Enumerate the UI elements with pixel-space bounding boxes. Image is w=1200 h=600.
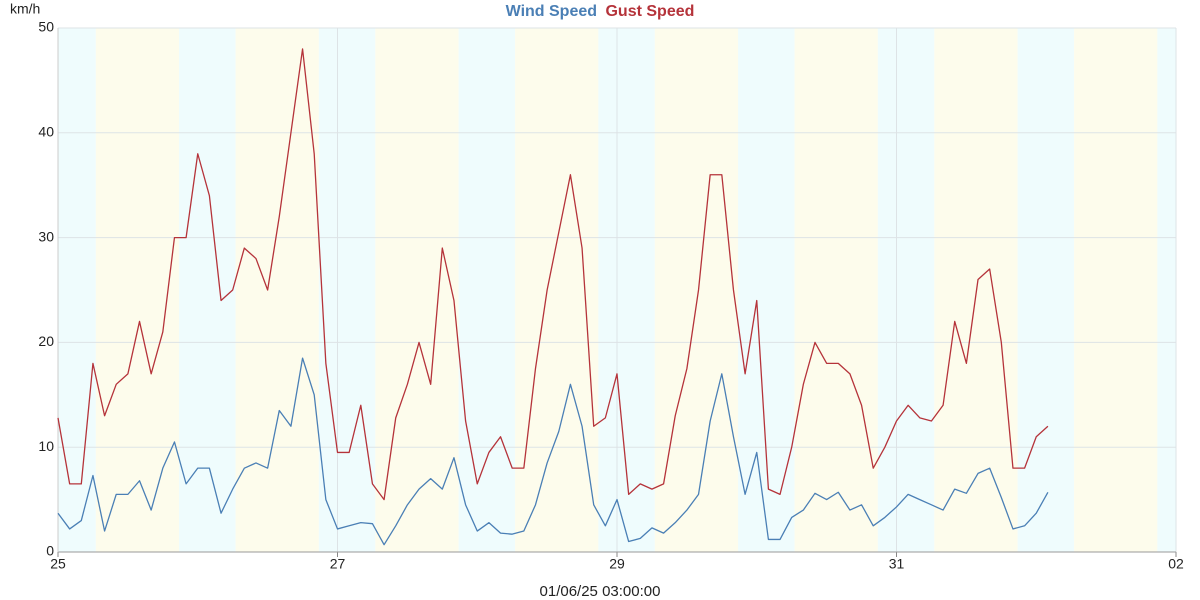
night-band — [1157, 28, 1176, 552]
x-tick-label: 31 — [889, 556, 905, 572]
night-band — [318, 28, 376, 552]
night-band — [458, 28, 516, 552]
x-tick-label: 29 — [609, 556, 625, 572]
y-axis-label: km/h — [10, 1, 40, 17]
day-band — [95, 28, 180, 552]
day-night-bands — [58, 28, 1176, 552]
x-tick-label: 25 — [50, 556, 66, 572]
night-band — [598, 28, 655, 552]
x-tick-label: 27 — [330, 556, 346, 572]
y-tick-label: 0 — [46, 543, 54, 559]
y-tick-label: 50 — [38, 19, 54, 35]
legend: Wind Speed Gust Speed — [506, 3, 695, 20]
night-band — [738, 28, 795, 552]
day-band — [235, 28, 319, 552]
day-band — [1074, 28, 1158, 552]
y-tick-label: 30 — [38, 228, 54, 244]
night-band — [58, 28, 96, 552]
x-tick-label: 02 — [1168, 556, 1184, 572]
night-band — [179, 28, 236, 552]
x-axis-label: 01/06/25 03:00:00 — [540, 583, 661, 600]
y-tick-label: 20 — [38, 333, 54, 349]
night-band — [877, 28, 935, 552]
y-tick-label: 40 — [38, 124, 54, 140]
legend-entry: Wind Speed — [506, 3, 597, 20]
day-band — [654, 28, 739, 552]
y-tick-label: 10 — [38, 438, 54, 454]
series-line — [57, 357, 1049, 546]
night-band — [1017, 28, 1075, 552]
day-band — [515, 28, 599, 552]
legend-entry: Gust Speed — [605, 3, 694, 20]
series-line — [57, 48, 1049, 501]
day-band — [794, 28, 878, 552]
